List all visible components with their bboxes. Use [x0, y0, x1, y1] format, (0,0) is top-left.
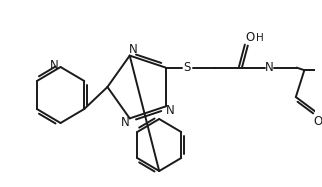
- Text: N: N: [166, 104, 175, 117]
- Text: N: N: [50, 59, 59, 71]
- Text: N: N: [129, 43, 138, 56]
- Text: N: N: [265, 61, 274, 74]
- Text: H: H: [256, 33, 263, 43]
- Text: O: O: [314, 115, 322, 128]
- Text: O: O: [245, 31, 254, 44]
- Text: N: N: [120, 116, 129, 129]
- Text: S: S: [184, 61, 191, 74]
